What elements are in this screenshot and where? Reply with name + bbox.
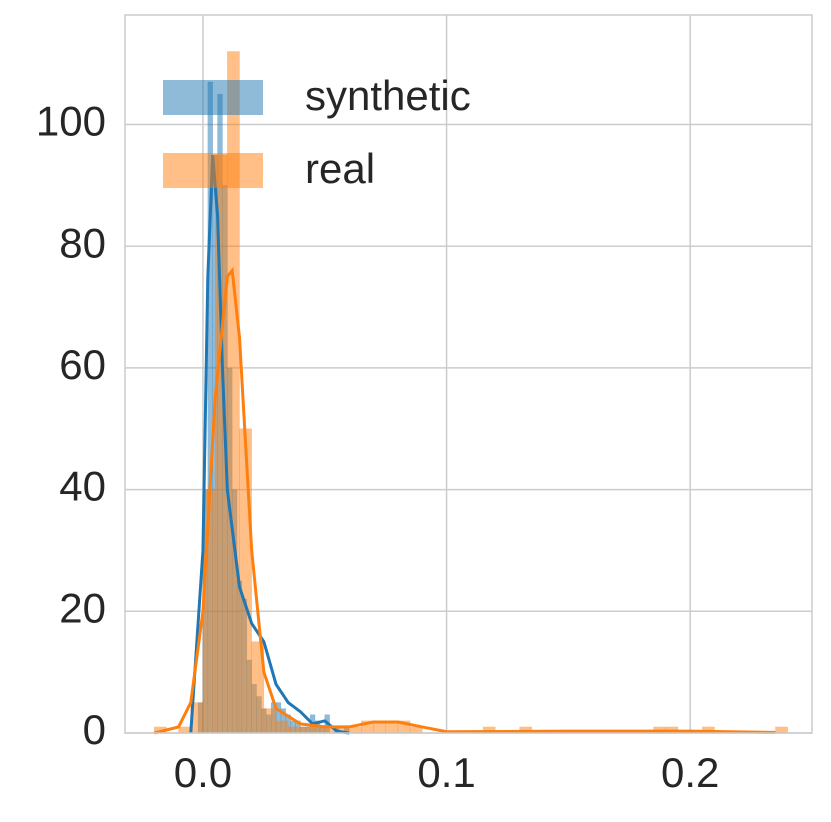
histogram-bar: [287, 726, 301, 734]
legend-label: real: [305, 145, 375, 192]
x-tick-label: 0.1: [417, 749, 475, 796]
y-tick-label: 80: [59, 219, 106, 266]
y-tick-label: 60: [59, 341, 106, 388]
histogram-bar: [300, 726, 313, 734]
y-tick-label: 20: [59, 584, 106, 631]
histogram-bar: [239, 428, 252, 734]
kde-line: [153, 266, 776, 735]
histogram-bar: [775, 726, 788, 734]
histogram-bar: [263, 708, 277, 734]
histogram-bar: [178, 726, 192, 734]
legend-swatch: [163, 80, 263, 115]
y-tick-label: 40: [59, 463, 106, 510]
kde-line: [189, 154, 350, 735]
x-tick-label: 0.0: [174, 749, 232, 796]
y-tick-label: 0: [83, 706, 106, 753]
y-tick-label: 100: [36, 98, 106, 145]
x-tick-label: 0.2: [661, 749, 719, 796]
plot-frame: [124, 14, 813, 734]
legend-label: synthetic: [305, 72, 471, 119]
histogram-bar: [275, 720, 289, 734]
legend-swatch: [163, 153, 263, 188]
